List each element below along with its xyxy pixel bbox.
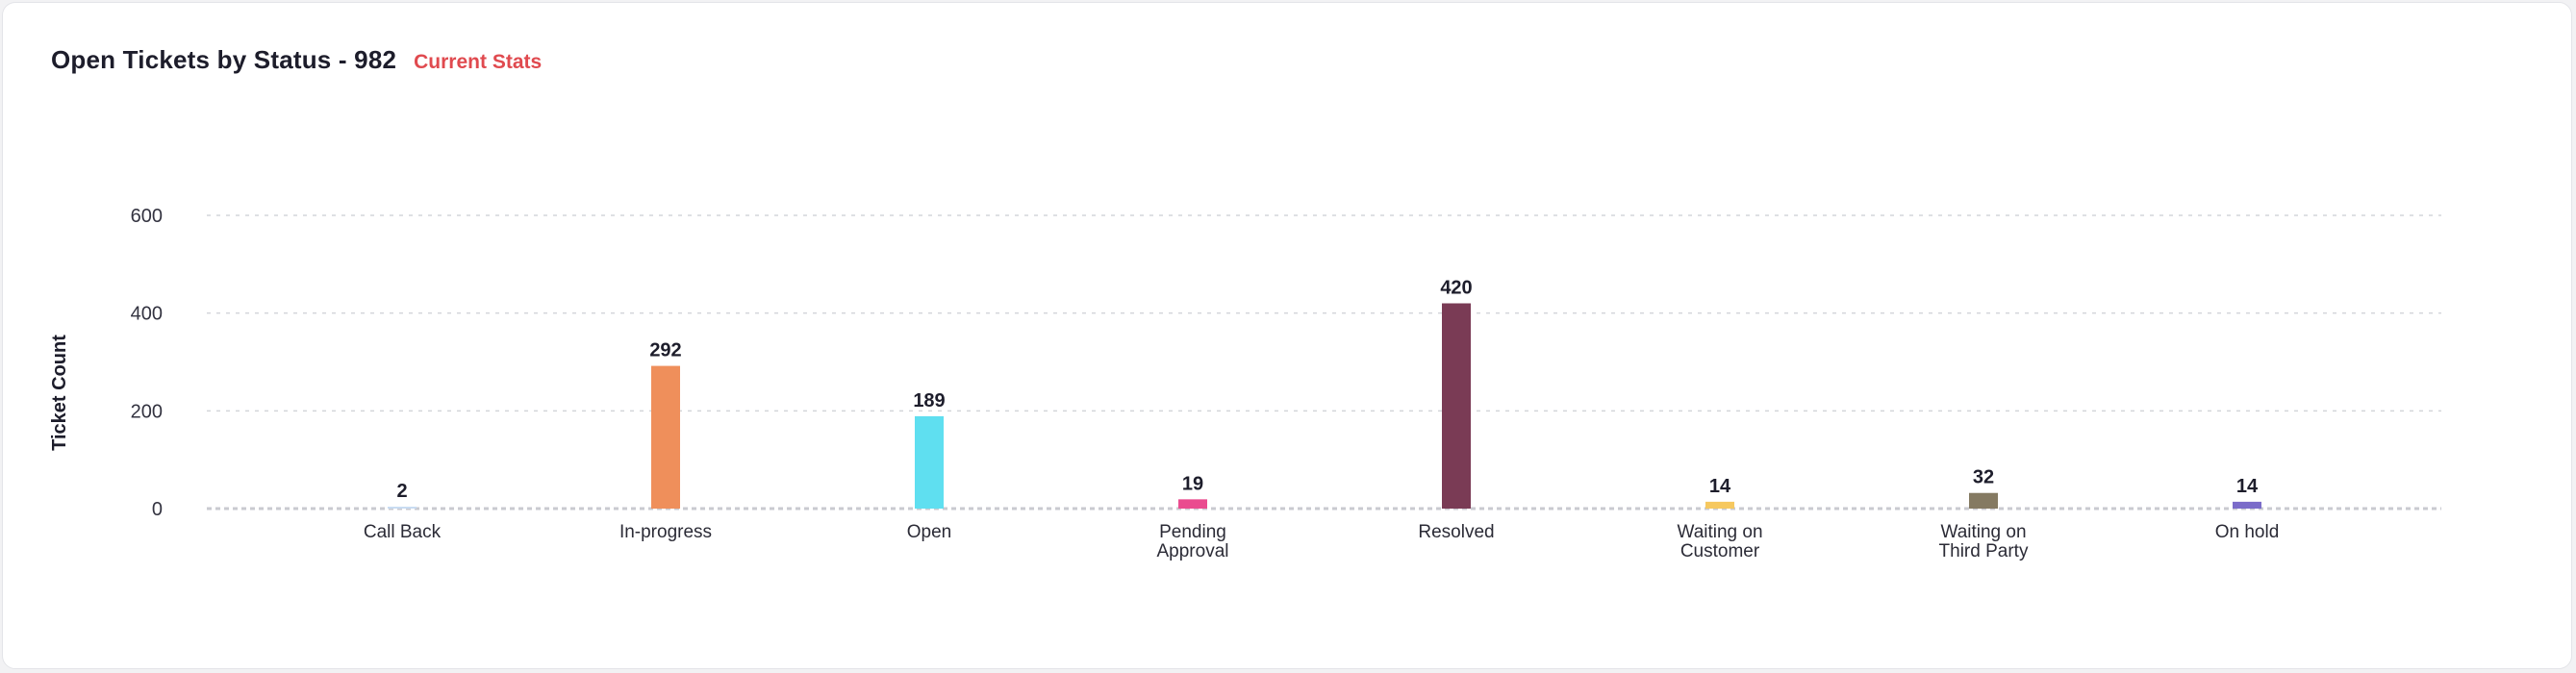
bar[interactable] — [1705, 501, 1734, 509]
value-label: 292 — [649, 340, 681, 361]
value-label: 420 — [1440, 278, 1472, 299]
category-labels: Call Back In-progress Open Pending Approval R… — [364, 522, 2279, 561]
category-label-line: In-progress — [619, 522, 712, 542]
y-axis-label: Ticket Count — [49, 335, 70, 451]
category-label-line: Waiting on — [1677, 522, 1762, 542]
bar[interactable] — [388, 507, 417, 509]
value-label: 32 — [1973, 467, 1994, 488]
category-label-line: Pending — [1159, 522, 1226, 542]
value-label: 2 — [396, 481, 407, 502]
current-stats-link[interactable]: Current Stats — [414, 51, 543, 73]
category-label-line: Call Back — [364, 522, 442, 542]
category-label: On hold — [2215, 522, 2280, 542]
bar[interactable] — [1442, 303, 1471, 510]
bar[interactable] — [915, 415, 944, 509]
value-labels: 2 292 189 19 420 14 32 14 — [396, 278, 2259, 503]
bars — [388, 303, 2261, 510]
category-label: Call Back — [364, 522, 442, 542]
bar[interactable] — [1178, 499, 1207, 509]
category-label: Open — [907, 522, 951, 542]
y-tick-label: 600 — [131, 206, 163, 227]
bar[interactable] — [651, 365, 680, 509]
y-axis-ticks: 0 200 400 600 — [131, 206, 163, 520]
category-label-line: Third Party — [1939, 541, 2029, 561]
chart-title: Open Tickets by Status - 982 — [51, 45, 397, 74]
category-label-line: Open — [907, 522, 951, 542]
category-label: Waiting on Customer — [1677, 522, 1762, 561]
category-label: In-progress — [619, 522, 712, 542]
y-tick-label: 400 — [131, 304, 163, 325]
category-label-line: Approval — [1157, 541, 1229, 561]
grid-lines — [207, 214, 2441, 511]
bar[interactable] — [2233, 501, 2261, 509]
value-label: 14 — [1709, 476, 1731, 497]
category-label: Resolved — [1418, 522, 1494, 542]
value-label: 189 — [913, 390, 945, 411]
category-label: Waiting on Third Party — [1939, 522, 2029, 561]
chart-header: Open Tickets by Status - 982 Current Sta… — [51, 45, 542, 75]
y-tick-label: 0 — [152, 499, 163, 520]
value-label: 14 — [2236, 476, 2259, 497]
category-label-line: Resolved — [1418, 522, 1494, 542]
category-label-line: Waiting on — [1940, 522, 2026, 542]
y-tick-label: 200 — [131, 401, 163, 422]
bar[interactable] — [1969, 492, 1998, 509]
category-label-line: On hold — [2215, 522, 2280, 542]
value-label: 19 — [1182, 473, 1203, 494]
category-label-line: Customer — [1680, 541, 1760, 561]
category-label: Pending Approval — [1157, 522, 1229, 561]
